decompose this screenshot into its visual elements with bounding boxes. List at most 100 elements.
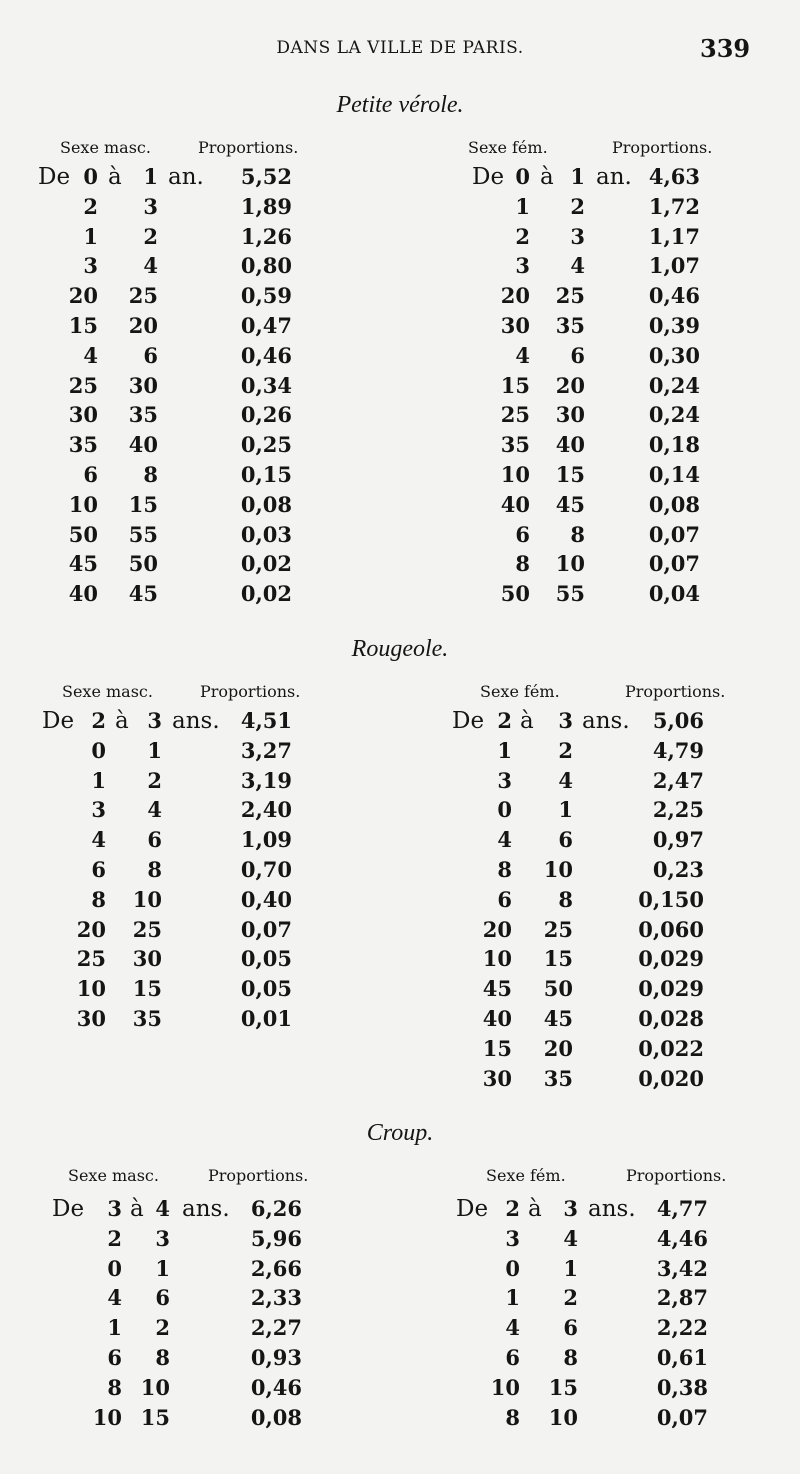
age-from: 2 — [515, 223, 530, 249]
age-from: 6 — [505, 1345, 520, 1370]
proportion-value: 0,14 — [648, 462, 700, 487]
age-from: 30 — [68, 402, 98, 428]
age-from: 4 — [83, 342, 98, 368]
age-to: 2 — [563, 1285, 578, 1311]
age-from: 20 — [68, 283, 98, 309]
age-from: 40 — [500, 491, 530, 517]
age-to: 4 — [147, 797, 162, 823]
table-row: 15 20 0,24 — [0, 373, 800, 403]
proportion-value: 1,89 — [240, 193, 292, 219]
proportion-value: 4,51 — [240, 708, 292, 733]
age-to: 6 — [155, 1285, 170, 1311]
table-row: De à an. 0 1 5,52 — [0, 164, 800, 194]
table-row: 30 35 0,01 — [0, 1006, 800, 1036]
proportion-value: 0,029 — [638, 976, 704, 1002]
age-from: 3 — [107, 1196, 122, 1221]
table-row: 2 3 1,17 — [0, 224, 800, 254]
age-to: 4 — [563, 1225, 578, 1251]
proportion-value: 0,39 — [648, 313, 700, 338]
proportion-value: 1,17 — [648, 223, 700, 249]
proportion-value: 0,02 — [240, 551, 292, 577]
age-from: 8 — [497, 857, 512, 882]
proportion-value: 3,27 — [240, 737, 292, 763]
table-row: 45 50 0,02 — [0, 551, 800, 581]
proportion-value: 2,87 — [656, 1285, 708, 1311]
age-from: 8 — [505, 1404, 520, 1430]
age-from: 6 — [91, 857, 106, 882]
table-row: 1 2 1,26 — [0, 224, 800, 254]
age-from: 2 — [505, 1196, 520, 1221]
proportions-column-header: Proportions. — [612, 138, 713, 157]
proportion-value: 0,150 — [638, 886, 704, 912]
age-from: 4 — [497, 827, 512, 853]
age-to: 35 — [555, 313, 585, 338]
age-to: 45 — [128, 581, 158, 607]
age-to: 30 — [555, 402, 585, 428]
range-prefix: De — [456, 1196, 489, 1222]
proportion-value: 0,028 — [638, 1006, 704, 1031]
table-row: 4 6 0,46 — [0, 343, 800, 373]
age-from: 8 — [107, 1374, 122, 1400]
proportions-column-header: Proportions. — [626, 1166, 727, 1185]
age-to: 20 — [128, 313, 158, 338]
age-from: 2 — [83, 193, 98, 219]
age-from: 4 — [91, 827, 106, 853]
table-row: 6 8 0,07 — [0, 522, 800, 552]
sex-column-header: Sexe masc. — [62, 682, 153, 701]
age-to: 6 — [570, 342, 585, 368]
age-to: 10 — [132, 886, 162, 912]
table-row: 25 30 0,24 — [0, 402, 800, 432]
age-to: 3 — [558, 708, 573, 733]
table-row: 3 4 1,07 — [0, 253, 800, 283]
age-from: 1 — [91, 767, 106, 793]
age-from: 2 — [91, 708, 106, 733]
sex-column-header: Sexe fém. — [480, 682, 560, 701]
age-to: 45 — [543, 1006, 573, 1031]
age-from: 30 — [482, 1065, 512, 1091]
table-row: 10 15 0,38 — [0, 1375, 800, 1405]
age-from: 10 — [92, 1404, 122, 1430]
age-from: 10 — [482, 946, 512, 972]
age-to: 25 — [555, 283, 585, 309]
proportion-value: 0,80 — [240, 253, 292, 279]
age-from: 15 — [68, 313, 98, 338]
proportion-value: 4,46 — [656, 1225, 708, 1251]
table-row: 6 8 0,150 — [0, 887, 800, 917]
table-row: 1 2 2,87 — [0, 1285, 800, 1315]
proportion-value: 0,23 — [652, 857, 704, 882]
age-from: 4 — [107, 1285, 122, 1311]
age-to: 30 — [128, 372, 158, 398]
proportion-value: 6,26 — [250, 1196, 302, 1221]
table-row: De à ans. 2 3 5,06 — [0, 708, 800, 738]
table-row: 3 4 4,46 — [0, 1226, 800, 1256]
proportion-value: 1,72 — [648, 193, 700, 219]
age-from: 0 — [83, 164, 98, 189]
proportion-value: 5,06 — [652, 708, 704, 733]
table-row: 30 35 0,39 — [0, 313, 800, 343]
table-row: 6 8 0,15 — [0, 462, 800, 492]
age-to: 6 — [558, 827, 573, 853]
age-to: 6 — [147, 827, 162, 853]
age-from: 25 — [76, 946, 106, 972]
proportion-value: 0,04 — [648, 581, 700, 607]
age-unit: an. — [596, 164, 632, 190]
proportion-value: 0,05 — [240, 946, 292, 972]
proportion-value: 2,66 — [250, 1255, 302, 1281]
age-unit: an. — [168, 164, 204, 190]
proportion-value: 2,27 — [250, 1315, 302, 1341]
proportion-value: 3,42 — [656, 1255, 708, 1281]
table-row: 15 20 0,022 — [0, 1036, 800, 1066]
sex-column-header: Sexe fém. — [486, 1166, 566, 1185]
age-from: 35 — [500, 432, 530, 458]
table-row: 8 10 0,40 — [0, 887, 800, 917]
table-row: 4 6 0,30 — [0, 343, 800, 373]
age-from: 15 — [482, 1035, 512, 1061]
proportion-value: 0,07 — [240, 916, 292, 942]
age-to: 10 — [543, 857, 573, 882]
age-to: 1 — [155, 1255, 170, 1281]
table-row: 6 8 0,61 — [0, 1345, 800, 1375]
table-row: 8 10 0,07 — [0, 1405, 800, 1435]
table-row: 1 2 3,19 — [0, 768, 800, 798]
table-row: 25 30 0,05 — [0, 946, 800, 976]
age-unit: ans. — [588, 1196, 636, 1222]
